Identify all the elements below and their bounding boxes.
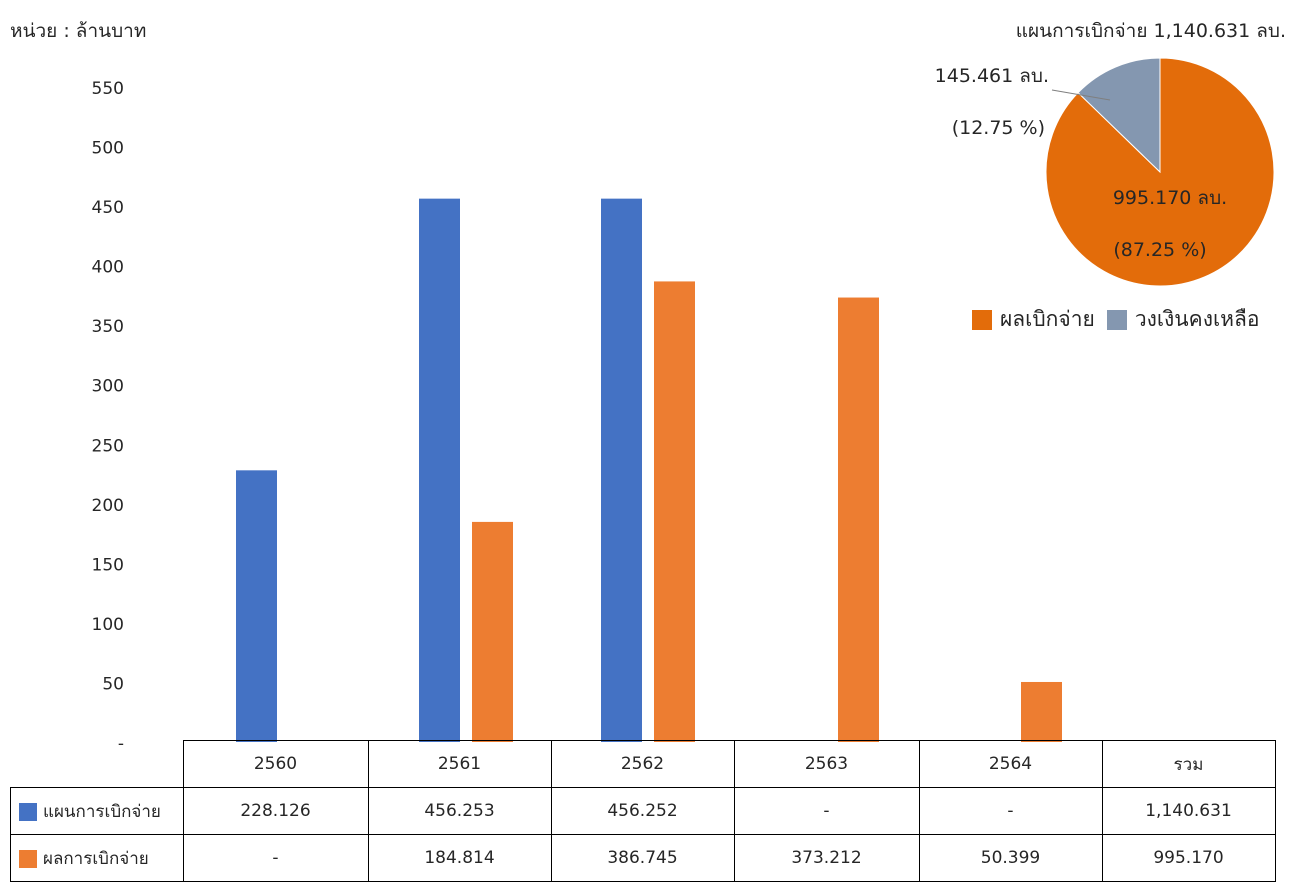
table-cell: 995.170	[1101, 834, 1276, 882]
table-row: ผลการเบิกจ่าย - 184.814 386.745 373.212 …	[10, 834, 1276, 882]
y-tick-label: 500	[92, 139, 124, 159]
pie-label-remaining-pct: (12.75 %)	[952, 117, 1045, 139]
pie-title: แผนการเบิกจ่าย 1,140.631 ลบ.	[1015, 20, 1286, 42]
table-cell: 386.745	[550, 834, 735, 882]
unit-label: หน่วย : ล้านบาท	[10, 20, 147, 42]
table-cell: -	[182, 834, 369, 882]
y-tick-label: 300	[92, 377, 124, 397]
table-cell: -	[918, 787, 1103, 835]
table-col-header: 2563	[733, 740, 920, 788]
pie-slice-remaining	[1077, 57, 1161, 174]
y-tick-label: 400	[92, 258, 124, 278]
legend-label-disbursed: ผลเบิกจ่าย	[1000, 307, 1095, 331]
table-col-header: 2560	[182, 740, 369, 788]
y-tick-label: 450	[92, 198, 124, 218]
y-tick-label: 550	[92, 79, 124, 99]
table-cell: 456.252	[550, 787, 735, 835]
table-col-header: รวม	[1101, 740, 1276, 788]
table-cell: 1,140.631	[1101, 787, 1276, 835]
table-col-header: 2561	[367, 740, 552, 788]
table-col-header: 2562	[550, 740, 735, 788]
bar-plan-2560	[236, 470, 277, 742]
pie-chart: 995.170 ลบ. (87.25 %) 145.461 ลบ. (12.75 %)	[935, 57, 1275, 287]
table-row-label: ผลการเบิกจ่าย	[43, 848, 149, 869]
table-cell: 373.212	[733, 834, 920, 882]
table-cell: 456.253	[367, 787, 552, 835]
table-row-swatch	[19, 802, 37, 821]
pie-legend: ผลเบิกจ่าย วงเงินคงเหลือ	[972, 303, 1271, 336]
legend-swatch-disbursed	[972, 309, 992, 330]
y-tick-label: 350	[92, 317, 124, 337]
y-tick-label: 100	[92, 615, 124, 635]
bar-plan-2561	[419, 198, 460, 742]
bar-actual-2563	[838, 297, 879, 742]
pie-label-disbursed-pct: (87.25 %)	[1113, 239, 1206, 261]
bar-actual-2564	[1021, 681, 1062, 742]
y-tick-label: 250	[92, 436, 124, 456]
table-col-header: 2564	[918, 740, 1103, 788]
table-header-row: 2560 2561 2562 2563 2564 รวม	[10, 740, 1276, 788]
y-tick-label: 150	[92, 555, 124, 575]
table-row-label: แผนการเบิกจ่าย	[43, 801, 161, 822]
bar-series	[236, 198, 1062, 743]
data-table: 2560 2561 2562 2563 2564 รวม แผนการเบิกจ…	[10, 740, 1276, 882]
table-cell: -	[733, 787, 920, 835]
table-cell: 184.814	[367, 834, 552, 882]
table-cell: 228.126	[182, 787, 369, 835]
legend-item-disbursed: ผลเบิกจ่าย	[972, 303, 1095, 336]
legend-item-remaining: วงเงินคงเหลือ	[1106, 303, 1260, 336]
table-row: แผนการเบิกจ่าย 228.126 456.253 456.252 -…	[10, 787, 1276, 835]
table-row-swatch	[19, 849, 37, 868]
bar-actual-2561	[472, 521, 513, 742]
table-corner	[10, 740, 184, 788]
pie-label-disbursed-value: 995.170 ลบ.	[1113, 187, 1227, 209]
bar-plan-2562	[601, 198, 642, 743]
bar-actual-2562	[654, 281, 695, 742]
legend-label-remaining: วงเงินคงเหลือ	[1134, 307, 1260, 331]
pie-leader-line	[1051, 89, 1111, 101]
table-row-header: ผลการเบิกจ่าย	[10, 834, 184, 882]
table-cell: 50.399	[918, 834, 1103, 882]
y-tick-label: 200	[92, 496, 124, 516]
y-tick-label: 50	[102, 674, 124, 694]
pie-label-remaining-value: 145.461 ลบ.	[935, 65, 1049, 87]
table-row-header: แผนการเบิกจ่าย	[10, 787, 184, 835]
legend-swatch-remaining	[1106, 309, 1127, 330]
